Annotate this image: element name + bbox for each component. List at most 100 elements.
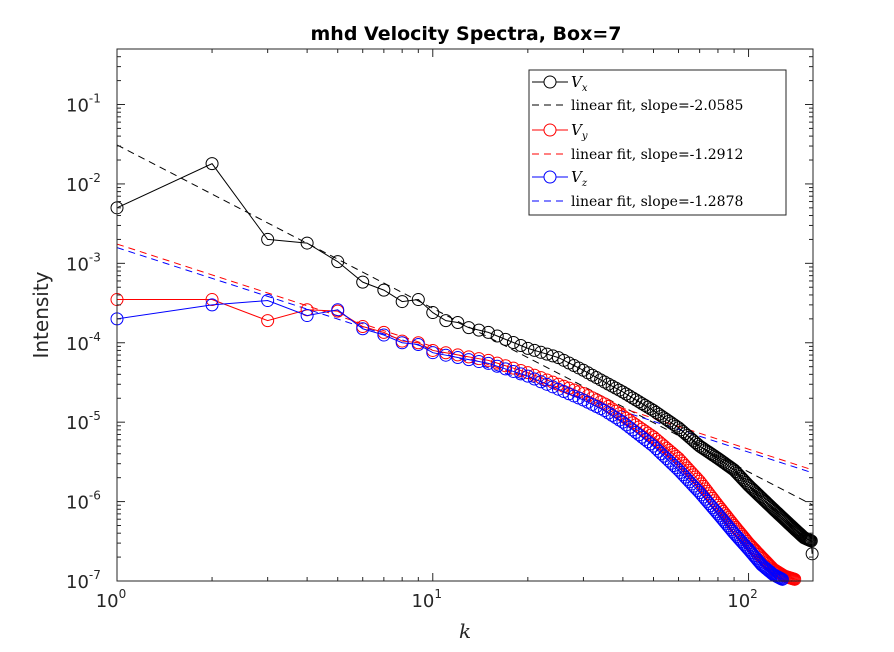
fit-vz-line bbox=[117, 247, 813, 474]
series-vx-point bbox=[623, 389, 637, 403]
legend-label: linear fit, slope=-1.2878 bbox=[571, 194, 743, 210]
series-vz-point bbox=[506, 364, 520, 378]
series-vx-point bbox=[609, 381, 623, 395]
series-vy-point bbox=[654, 437, 668, 451]
series-vz-point bbox=[395, 336, 409, 350]
series-vy-point bbox=[623, 414, 637, 427]
series-vx-point bbox=[377, 283, 391, 297]
series-vx-point bbox=[451, 315, 465, 329]
series-vx-point bbox=[619, 387, 633, 401]
series-vz-point bbox=[514, 367, 528, 381]
y-tick-label: 10-5 bbox=[66, 409, 101, 434]
plot-frame bbox=[116, 48, 814, 582]
series-vz-point bbox=[667, 459, 681, 473]
legend-label: Vz bbox=[571, 168, 588, 189]
series-vz-point bbox=[462, 353, 476, 367]
series-vz-point bbox=[649, 442, 663, 456]
legend-entry: linear fit, slope=-2.0585 bbox=[532, 98, 743, 114]
legend-label: linear fit, slope=-1.2912 bbox=[571, 147, 743, 163]
series-vy-point bbox=[261, 314, 275, 328]
series-vz-point bbox=[205, 298, 219, 312]
chart-title: mhd Velocity Spectra, Box=7 bbox=[311, 23, 622, 45]
series-vz-point bbox=[540, 377, 554, 391]
series-vz-point bbox=[598, 404, 612, 418]
series-vx-point bbox=[528, 343, 542, 357]
series-vz-point bbox=[612, 413, 626, 427]
legend-entry: Vy bbox=[532, 121, 588, 142]
legend-entry: linear fit, slope=-1.2912 bbox=[532, 147, 743, 163]
series-vz-point bbox=[646, 439, 660, 453]
legend-box bbox=[528, 69, 787, 216]
fit-lines bbox=[117, 144, 813, 506]
series-vx-point bbox=[594, 373, 608, 387]
y-tick-label: 10-7 bbox=[66, 568, 101, 593]
series-vx-point bbox=[490, 329, 504, 343]
series-vz-point bbox=[775, 572, 789, 586]
x-tick-label: 101 bbox=[411, 587, 442, 612]
series-vx-point bbox=[462, 321, 476, 335]
series-vx-point bbox=[481, 325, 495, 339]
x-tick-labels: 100 101 102 bbox=[96, 587, 758, 612]
series-vx-point bbox=[740, 477, 754, 491]
series-vz-point bbox=[676, 468, 690, 482]
legend-entry: Vx bbox=[532, 73, 588, 94]
series-vx-point bbox=[664, 416, 678, 430]
series-vz-point bbox=[331, 303, 345, 317]
series-vx-point bbox=[546, 349, 560, 363]
series-vz-point bbox=[674, 465, 688, 479]
series-vx-point bbox=[616, 385, 630, 399]
legend-marker bbox=[543, 170, 557, 184]
data-series bbox=[110, 157, 819, 586]
series-vx-point bbox=[506, 336, 520, 350]
series-vx-point bbox=[356, 275, 370, 289]
y-tick-labels: 10-7 10-6 10-5 10-4 10-3 10-2 10-1 bbox=[66, 92, 101, 593]
series-vz-point bbox=[534, 375, 548, 389]
legend-label: linear fit, slope=-2.0585 bbox=[571, 98, 743, 114]
series-vz-point bbox=[652, 444, 666, 458]
series-vz-point bbox=[664, 456, 678, 470]
series-vz-point bbox=[499, 362, 513, 376]
series-vz-point bbox=[528, 372, 542, 386]
y-tick-label: 10-4 bbox=[66, 330, 101, 355]
series-vz-point bbox=[261, 294, 275, 308]
series-vz-point bbox=[619, 418, 633, 432]
series-vz-point bbox=[546, 380, 560, 394]
series-vx-point bbox=[261, 232, 275, 246]
series-vz-point bbox=[616, 415, 630, 429]
fit-vx-line bbox=[117, 144, 813, 506]
series-vy-point bbox=[205, 293, 219, 307]
series-vx-point bbox=[601, 377, 615, 391]
series-vz-point bbox=[654, 447, 668, 461]
series-vz-point bbox=[481, 356, 495, 370]
series-vz-point bbox=[605, 408, 619, 422]
series-vz-point bbox=[657, 449, 671, 463]
series-vz bbox=[110, 294, 789, 586]
series-vx-point bbox=[411, 293, 425, 307]
series-vy-point bbox=[481, 353, 495, 367]
fit-vy-line bbox=[117, 243, 813, 471]
series-vx-point bbox=[472, 323, 486, 337]
series-vz-point bbox=[356, 322, 370, 336]
series-vx-point bbox=[667, 418, 681, 432]
series-vz-point bbox=[472, 355, 486, 369]
series-vx-point bbox=[205, 157, 219, 171]
legend-entries: Vx linear fit, slope=-2.0585 Vy linear fit,… bbox=[532, 73, 743, 210]
series-vx-point bbox=[534, 345, 548, 359]
series-vz-point bbox=[377, 328, 391, 342]
y-tick-label: 10-1 bbox=[66, 92, 101, 117]
series-vx-point bbox=[395, 295, 409, 309]
series-vx-point bbox=[662, 414, 676, 428]
series-vx-point bbox=[426, 306, 440, 320]
series-vx-point bbox=[804, 534, 818, 548]
series-vz-point bbox=[660, 452, 674, 466]
x-tick-label: 102 bbox=[727, 587, 758, 612]
legend-label: Vx bbox=[571, 73, 588, 94]
series-vz-point bbox=[300, 309, 314, 323]
series-vx-point bbox=[605, 379, 619, 393]
legend-marker bbox=[543, 123, 557, 137]
series-vx-point bbox=[521, 341, 535, 355]
y-tick-label: 10-2 bbox=[66, 171, 101, 196]
series-vz-point bbox=[662, 454, 676, 468]
series-vz-point bbox=[490, 359, 504, 373]
